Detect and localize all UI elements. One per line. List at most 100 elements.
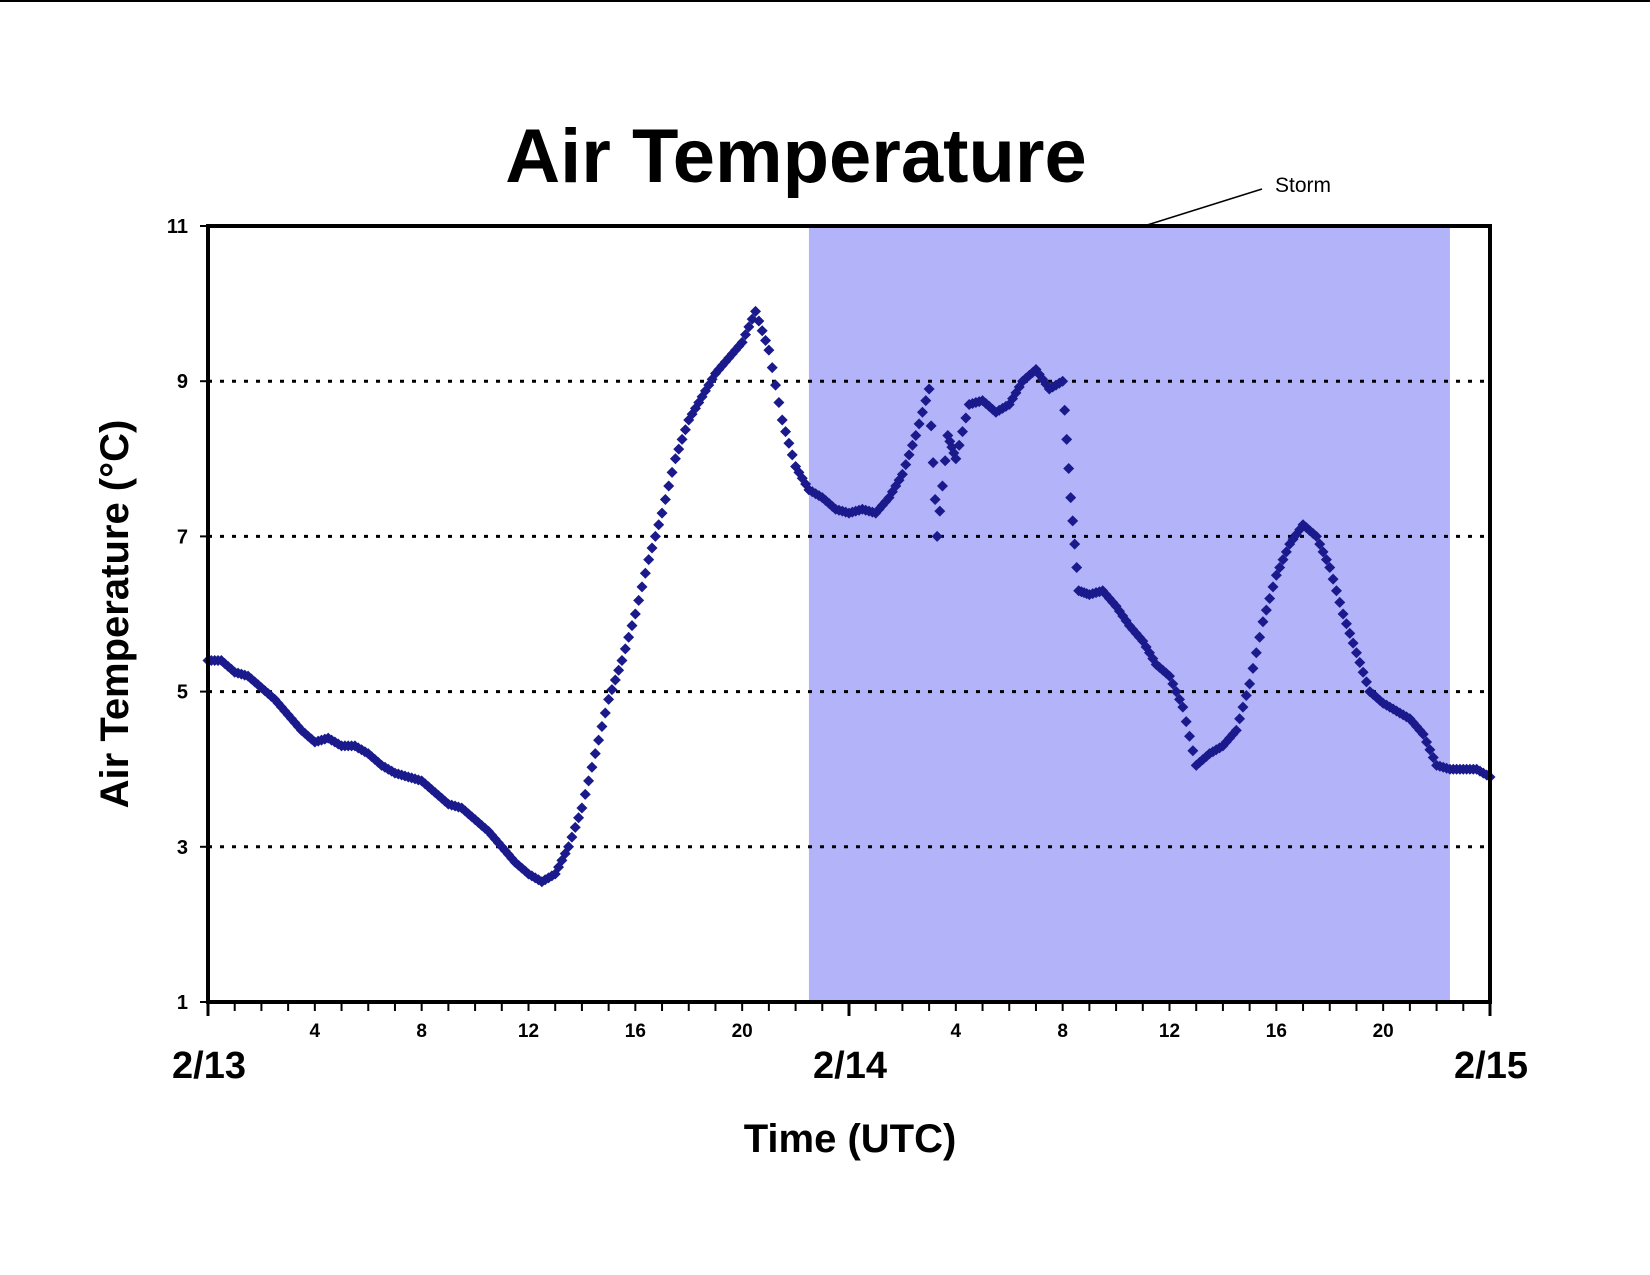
data-point-interp	[646, 542, 658, 554]
data-point-interp	[663, 480, 675, 492]
data-point-interp	[1357, 666, 1369, 678]
data-point-interp	[756, 325, 768, 337]
y-tick-label: 3	[177, 837, 188, 859]
data-point-interp	[1280, 546, 1292, 558]
data-point-interp	[1344, 627, 1356, 639]
data-point-interp	[1264, 592, 1276, 604]
y-tick-label: 5	[177, 682, 188, 704]
data-point	[950, 453, 962, 465]
x-hour-tick-label: 4	[951, 1021, 962, 1042]
data-point-interp	[1327, 573, 1339, 585]
data-point-interp	[953, 439, 965, 451]
storm-shaded-region	[808, 226, 1450, 1002]
data-point-interp	[573, 812, 585, 824]
data-point-interp	[599, 707, 611, 719]
x-axis-ticks: 4 8 12 16 20 4 8 12 16 20 2/13 2/14 2/15	[172, 1002, 1528, 1087]
data-point-interp	[596, 721, 608, 733]
data-point	[1230, 724, 1242, 736]
data-point-interp	[249, 676, 261, 688]
data-points	[202, 305, 1496, 888]
data-point-interp	[636, 581, 648, 593]
data-point-interp	[1063, 463, 1075, 474]
data-point	[1324, 561, 1336, 573]
data-point-interp	[659, 494, 671, 506]
data-point-interp	[1354, 657, 1366, 668]
data-point-interp	[606, 684, 618, 696]
data-point-interp	[1187, 745, 1199, 757]
data-point	[669, 453, 681, 465]
data-point-interp	[579, 788, 591, 800]
data-point-interp	[679, 424, 691, 436]
data-point-interp	[783, 437, 795, 449]
x-hour-tick-label: 20	[1373, 1021, 1394, 1042]
x-hour-tick-label: 20	[732, 1021, 753, 1042]
data-point-interp	[1061, 433, 1073, 445]
data-point-interp	[743, 321, 755, 333]
data-point-interp	[1427, 752, 1439, 764]
data-point	[1177, 701, 1189, 713]
y-tick-label: 11	[167, 216, 188, 238]
x-hour-tick-label: 4	[310, 1021, 321, 1042]
data-point-interp	[925, 420, 937, 432]
data-point-interp	[1184, 730, 1196, 742]
data-point-interp	[903, 449, 915, 461]
data-point-interp	[753, 315, 765, 327]
data-point	[603, 693, 615, 705]
data-point-interp	[766, 362, 778, 374]
data-point-interp	[1067, 515, 1079, 527]
gridlines	[208, 379, 1490, 849]
data-point-interp	[569, 821, 581, 833]
data-point	[1057, 375, 1069, 387]
data-point-interp	[927, 457, 939, 469]
data-point-interp	[676, 433, 688, 445]
data-point	[896, 468, 908, 480]
data-point-interp	[609, 674, 621, 686]
data-point	[1244, 678, 1256, 690]
y-tick-label: 9	[177, 371, 188, 393]
data-point	[1337, 608, 1349, 620]
data-point-interp	[913, 418, 925, 430]
data-point	[563, 841, 575, 853]
data-point	[1257, 616, 1269, 628]
data-point-interp	[920, 395, 932, 407]
y-tick-label: 1	[177, 992, 188, 1014]
data-point-interp	[786, 449, 798, 461]
x-date-label: 2/15	[1454, 1045, 1528, 1087]
data-point-interp	[1250, 647, 1262, 659]
data-point-interp	[1237, 701, 1249, 713]
y-axis-ticks: 1 3 5 7 9 11	[167, 216, 208, 1014]
data-point	[750, 305, 762, 317]
data-point-interp	[1330, 585, 1342, 597]
data-point-interp	[1170, 686, 1182, 698]
data-point-interp	[633, 594, 645, 606]
x-hour-tick-label: 16	[625, 1021, 646, 1042]
data-point-interp	[760, 334, 772, 346]
data-point-interp	[1260, 604, 1272, 616]
x-date-label: 2/14	[813, 1045, 887, 1087]
x-hour-tick-label: 12	[518, 1021, 539, 1042]
data-point-interp	[916, 406, 928, 418]
data-point-interp	[1254, 631, 1266, 643]
chart-title: Air Temperature	[505, 114, 1086, 199]
data-point	[616, 655, 628, 667]
data-point-interp	[673, 443, 685, 455]
storm-callout-label: Storm	[1275, 174, 1331, 197]
data-point-interp	[586, 761, 598, 773]
data-point-interp	[506, 852, 518, 864]
data-point-interp	[1317, 546, 1329, 558]
data-point-interp	[623, 631, 635, 643]
data-point	[1417, 728, 1429, 740]
data-point	[1270, 569, 1282, 581]
data-point-interp	[770, 379, 782, 391]
data-point-interp	[934, 505, 946, 517]
data-point-interp	[1247, 662, 1259, 674]
data-point	[576, 802, 588, 814]
data-point-interp	[1277, 554, 1289, 566]
data-point-interp	[939, 455, 951, 467]
data-point-interp	[1347, 637, 1359, 649]
data-point-interp	[1180, 716, 1192, 728]
data-point	[923, 383, 935, 395]
data-point-interp	[906, 439, 918, 451]
data-point-interp	[960, 412, 972, 424]
